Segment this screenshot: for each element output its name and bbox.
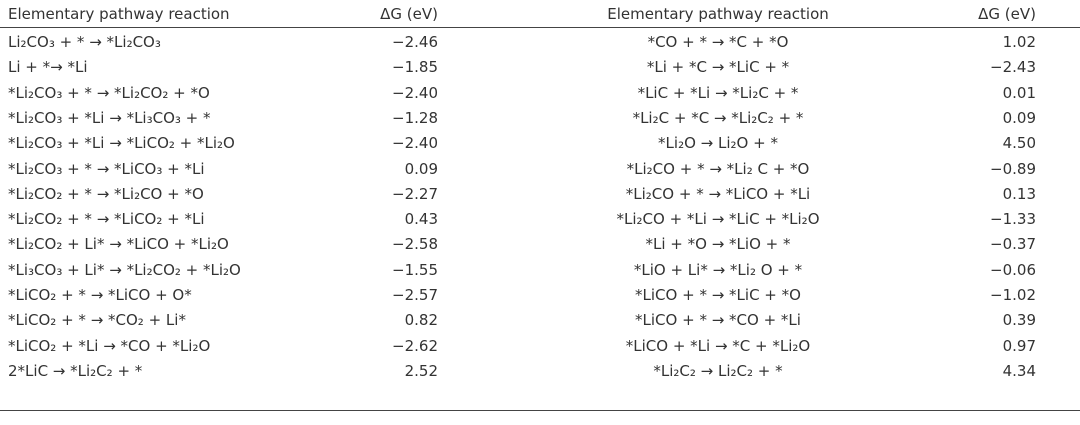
reaction: *LiCO₂ + * → *CO₂ + Li* <box>8 311 186 330</box>
header-reaction: Elementary pathway reaction <box>8 5 230 23</box>
reaction: *Li₂C₂ → Li₂C₂ + * <box>653 361 783 380</box>
reaction: *LiCO₂ + * → *LiCO + O* <box>8 286 192 304</box>
delta-g: −1.55 <box>392 260 438 279</box>
delta-g: 4.34 <box>1002 361 1036 380</box>
reaction: Li₂CO₃ + * → *Li₂CO₃ <box>8 33 161 51</box>
delta-g: −1.85 <box>392 58 438 77</box>
header-rule <box>0 27 1080 28</box>
reaction: *Li₂C + *C → *Li₂C₂ + * <box>632 108 804 127</box>
reaction: *Li₂CO₃ + * → *Li₂CO₂ + *O <box>8 83 210 102</box>
reaction: Li + *→ *Li <box>8 58 88 77</box>
reaction: *LiCO + *Li → *C + *Li₂O <box>625 336 811 355</box>
header-reaction: Elementary pathway reaction <box>607 5 829 23</box>
delta-g: −0.06 <box>990 260 1036 279</box>
reaction: *LiC + *Li → *Li₂C + * <box>637 83 799 102</box>
delta-g: 0.43 <box>404 210 438 229</box>
reaction: *LiO + Li* → *Li₂ O + * <box>633 260 803 279</box>
delta-g: −2.43 <box>990 58 1036 77</box>
reaction: *Li₂CO + *Li → *LiC + *Li₂O <box>616 210 820 229</box>
reaction: *Li₂CO₃ + * → *LiCO₃ + *Li <box>8 159 205 178</box>
delta-g: −2.27 <box>392 184 438 203</box>
header-delta-g: ΔG (eV) <box>380 5 438 23</box>
delta-g: 2.52 <box>404 361 438 380</box>
delta-g: −2.57 <box>392 286 438 304</box>
delta-g: −2.62 <box>392 336 438 355</box>
delta-g: 0.09 <box>404 159 438 178</box>
delta-g: −2.40 <box>392 83 438 102</box>
delta-g: −0.89 <box>990 159 1036 178</box>
delta-g: −2.58 <box>392 235 438 254</box>
reaction: *LiCO + * → *LiC + *O <box>635 286 801 304</box>
reaction: *LiCO₂ + *Li → *CO + *Li₂O <box>8 336 211 355</box>
delta-g: −1.28 <box>392 108 438 127</box>
bottom-rule <box>0 410 1080 411</box>
delta-g: −0.37 <box>990 235 1036 254</box>
reaction: *Li₂CO₂ + * → *Li₂CO + *O <box>8 184 204 203</box>
reaction: *Li₂O → Li₂O + * <box>658 134 778 153</box>
delta-g: 1.02 <box>1002 33 1036 51</box>
reaction: *Li₂CO + * → *LiCO + *Li <box>625 184 811 203</box>
reaction: *Li + *C → *LiC + * <box>646 58 790 77</box>
delta-g: −2.46 <box>392 33 438 51</box>
reaction: *Li₂CO₂ + Li* → *LiCO + *Li₂O <box>8 235 229 254</box>
delta-g: −2.40 <box>392 134 438 153</box>
delta-g: 0.13 <box>1002 184 1036 203</box>
reaction: *Li₂CO₂ + * → *LiCO₂ + *Li <box>8 210 205 229</box>
reaction: *Li₂CO + * → *Li₂ C + *O <box>626 159 810 178</box>
header-delta-g: ΔG (eV) <box>978 5 1036 23</box>
delta-g: 4.50 <box>1002 134 1036 153</box>
reaction: 2*LiC → *Li₂C₂ + * <box>8 361 143 380</box>
reaction: *LiCO + * → *CO + *Li <box>635 311 801 330</box>
reaction: *Li₃CO₃ + Li* → *Li₂CO₂ + *Li₂O <box>8 260 241 279</box>
delta-g: −1.02 <box>990 286 1036 304</box>
delta-g: −1.33 <box>990 210 1036 229</box>
reaction: *CO + * → *C + *O <box>647 33 789 51</box>
reaction: *Li + *O → *LiO + * <box>645 235 791 254</box>
delta-g: 0.01 <box>1002 83 1036 102</box>
delta-g: 0.97 <box>1002 336 1036 355</box>
reaction: *Li₂CO₃ + *Li → *LiCO₂ + *Li₂O <box>8 134 235 153</box>
delta-g: 0.09 <box>1002 108 1036 127</box>
reaction: *Li₂CO₃ + *Li → *Li₃CO₃ + * <box>8 108 211 127</box>
delta-g: 0.82 <box>404 311 438 330</box>
delta-g: 0.39 <box>1002 311 1036 330</box>
